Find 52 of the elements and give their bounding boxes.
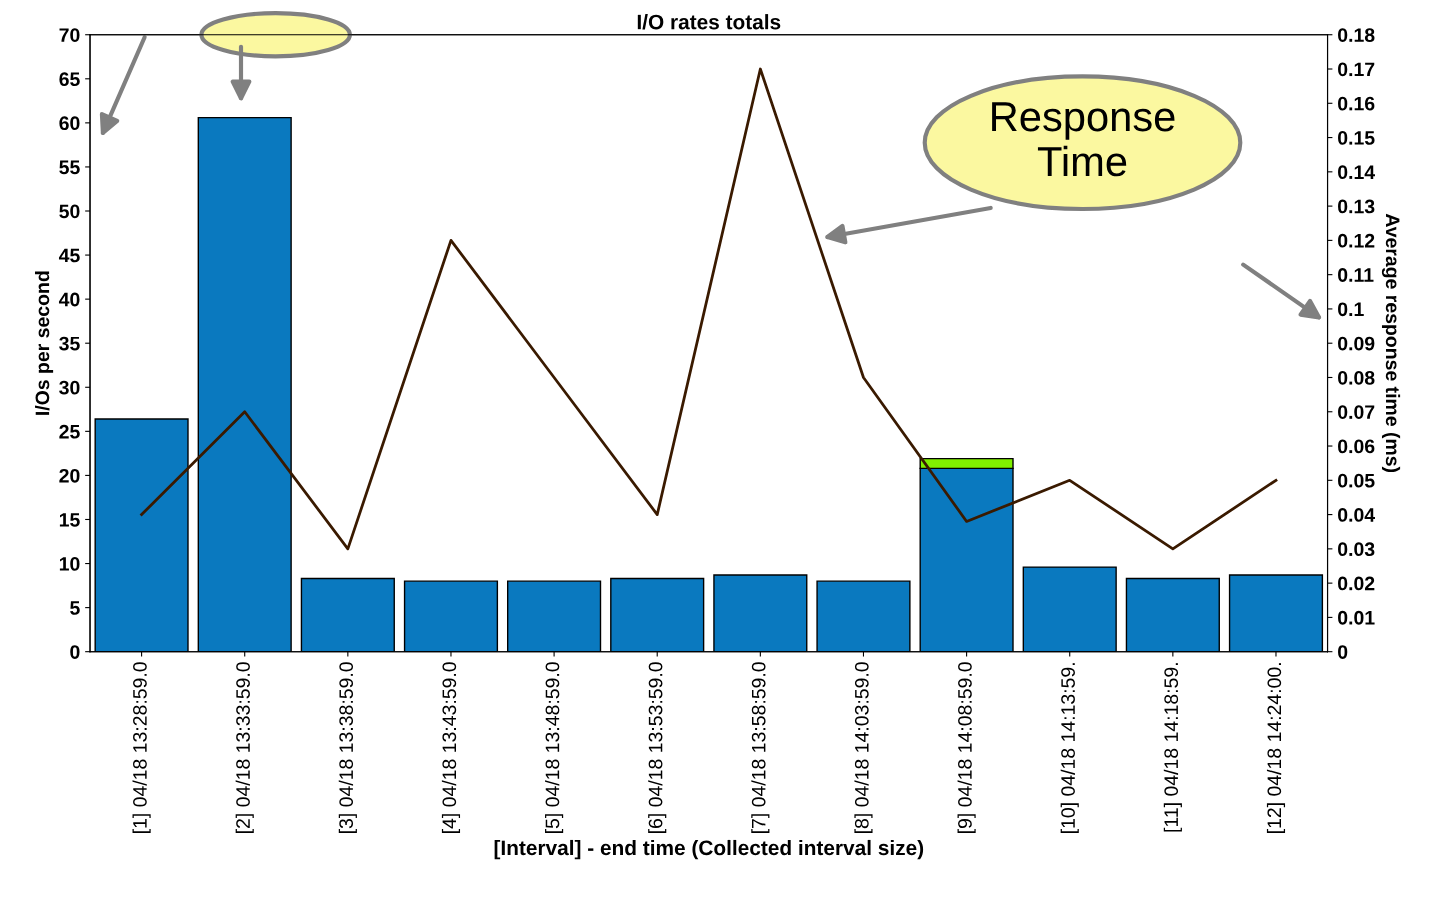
x-tick-label: [7] 04/18 13:58:59.0 [751,662,770,833]
y2-tick-label: 0.13 [1338,199,1375,214]
y2-tick-label: 0.16 [1338,96,1375,111]
x-tick-label: [10] 04/18 14:13:59. [1060,663,1079,833]
x-tick-label: [4] 04/18 13:43:59.0 [441,662,461,833]
y-tick-label: 20 [59,468,80,483]
y2-tick-label: 0.17 [1338,62,1375,77]
y-tick-label: 50 [59,204,80,219]
y2-axis-title: Average response time (ms) [1381,213,1401,473]
x-tick-label: [3] 04/18 13:38:59.0 [338,662,357,833]
y-tick-label: 40 [58,292,80,307]
y2-tick-label: 0.01 [1338,610,1375,625]
y-tick-label: 55 [59,160,80,175]
line-series [140,67,1278,551]
y2-tick-label: 0.18 [1338,28,1375,42]
y-tick-label: 15 [59,513,80,527]
y2-tick-label: 0.03 [1338,542,1375,557]
y-tick-label: 0 [70,645,80,659]
y-tick-label: 10 [59,557,80,571]
x-tick-label: [11] 04/18 14:18:59. [1163,663,1182,832]
y2-tick-label: 0.09 [1338,336,1375,351]
y2-tick-label: 0.08 [1338,370,1375,385]
x-tick-label: [8] 04/18 14:03:59.0 [854,662,873,833]
y-tick-label: 30 [59,380,80,395]
x-tick-label: [12] 04/18 14:24:00. [1266,663,1286,833]
y2-tick-label: 0 [1338,645,1348,659]
y2-tick-label: 0.04 [1338,508,1375,522]
y2-tick-label: 0.11 [1338,268,1374,282]
y-tick-label: 45 [58,248,80,263]
y-tick-label: 5 [70,601,80,615]
y2-tick-label: 0.12 [1338,233,1375,248]
y2-tick-label: 0.15 [1338,131,1375,145]
y2-tick-label: 0.1 [1338,302,1364,317]
y2-tick-label: 0.07 [1338,405,1375,419]
x-tick-label: [5] 04/18 13:48:59.0 [545,662,564,833]
x-axis-title: [Interval] - end time (Collected interval size) [494,839,924,860]
chart-title: I/O rates totals [637,14,781,30]
x-tick-label: [6] 04/18 13:53:59.0 [648,662,667,833]
annotation: Response Time [992,102,1175,177]
y-tick-label: 35 [59,336,80,351]
y2-tick-label: 0.02 [1338,576,1375,591]
y2-tick-label: 0.14 [1338,165,1375,180]
x-tick-label: [1] 04/18 13:28:59.0 [132,662,151,833]
y-axis-title: I/Os per second [35,271,54,415]
y-tick-label: 65 [59,72,80,87]
y2-tick-label: 0.06 [1338,439,1375,454]
y2-tick-label: 0.05 [1338,473,1375,488]
x-tick-label: [9] 04/18 14:08:59.0 [957,662,976,833]
y-tick-label: 60 [59,116,80,131]
x-tick-label: [2] 04/18 13:33:59.0 [235,662,254,833]
y-tick-label: 25 [59,424,80,439]
y-tick-label: 70 [59,28,80,42]
